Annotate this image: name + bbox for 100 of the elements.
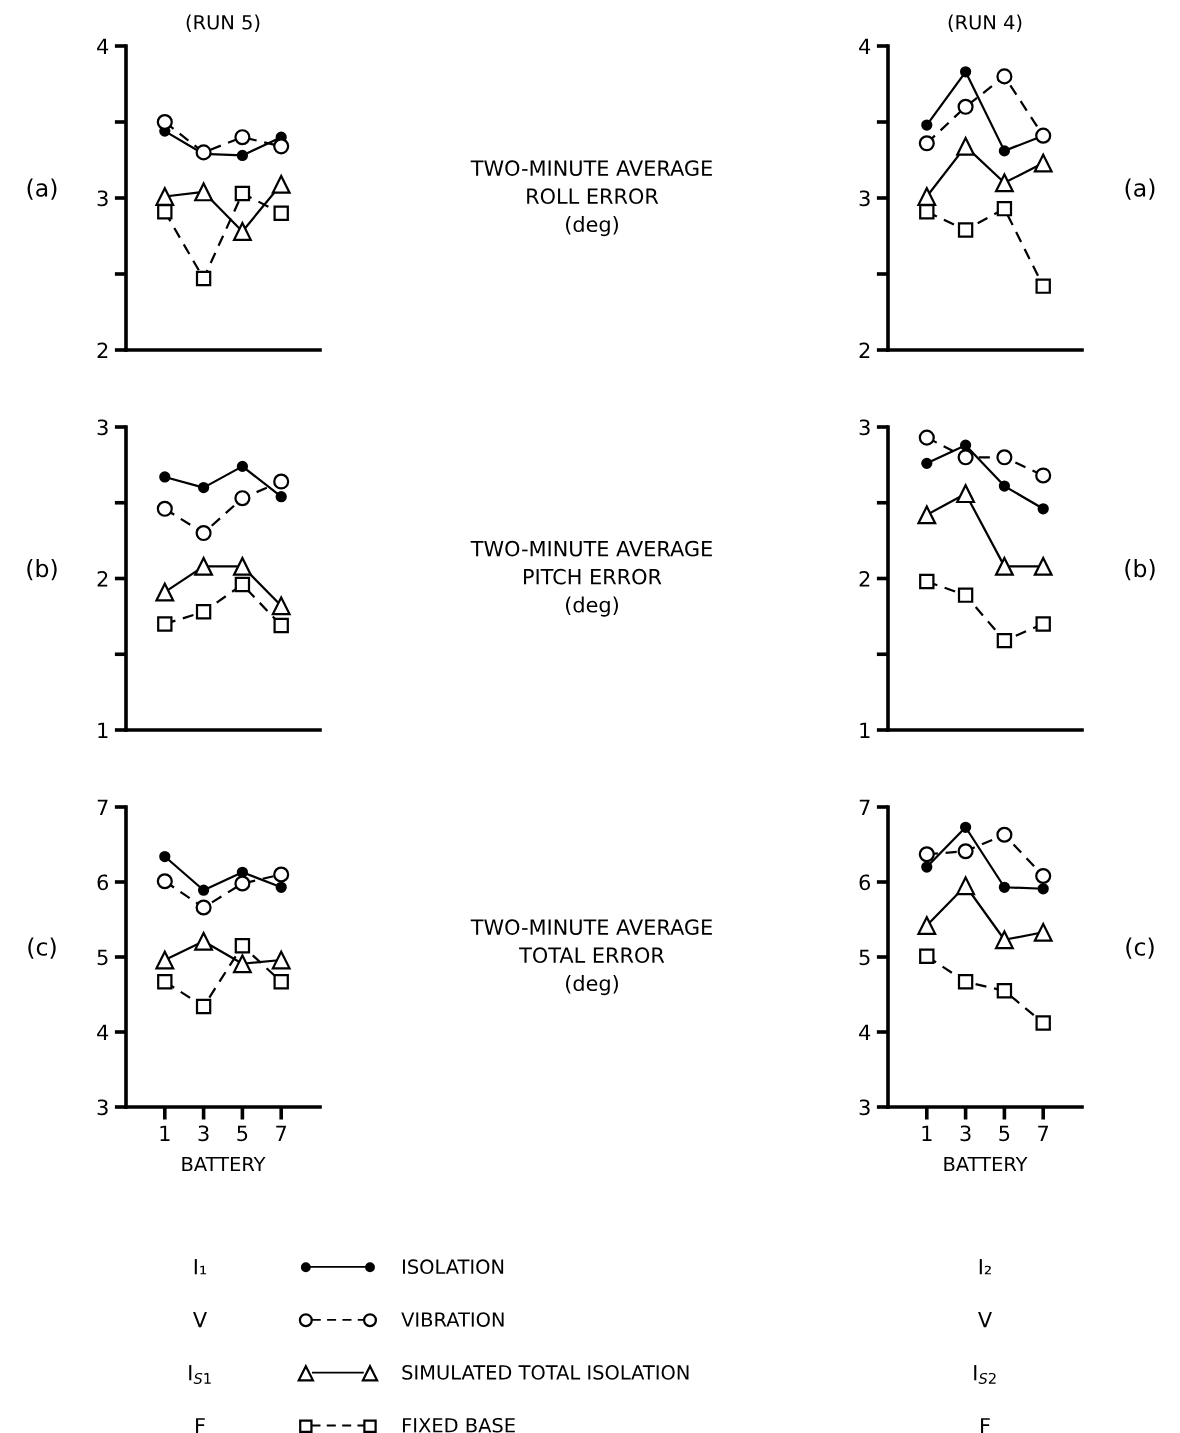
point <box>159 850 171 863</box>
y-tick-label: 5 <box>859 949 870 966</box>
chart-title: (RUN 5) <box>186 14 260 32</box>
y-tick-label: 2 <box>859 570 870 587</box>
point <box>234 129 251 146</box>
point <box>194 931 214 951</box>
y-tick-label: 4 <box>97 1024 109 1040</box>
point <box>998 881 1011 893</box>
text: (c) <box>28 937 56 959</box>
y-tick-label: 1 <box>860 722 870 738</box>
point <box>271 174 291 194</box>
point <box>195 144 212 161</box>
point <box>275 881 287 893</box>
point <box>1035 467 1052 484</box>
y-tick-label: 2 <box>97 342 108 358</box>
point <box>275 491 287 503</box>
point <box>957 449 974 466</box>
legend-label: VIBRATION <box>401 1312 504 1327</box>
y-tick-label: 3 <box>859 419 870 436</box>
point <box>236 149 249 162</box>
point <box>1035 1015 1051 1031</box>
text: I₁ <box>194 1259 207 1275</box>
point <box>921 861 933 873</box>
x-tick-label: 5 <box>237 1125 248 1142</box>
point <box>271 950 291 970</box>
text: (a) <box>1125 178 1155 200</box>
x-tick-label: 5 <box>999 1125 1010 1142</box>
point <box>156 113 173 131</box>
point <box>996 632 1013 649</box>
point <box>956 484 976 504</box>
point <box>157 616 173 632</box>
point <box>271 596 291 616</box>
point <box>234 938 251 954</box>
y-tick-label: 2 <box>859 342 870 358</box>
point <box>156 873 173 890</box>
point <box>234 185 251 202</box>
point <box>1037 883 1049 895</box>
x-axis-title: BATTERY <box>182 1156 266 1172</box>
y-axis-title: TWO-MINUTE AVERAGE PITCH ERROR (deg) <box>470 540 712 617</box>
point <box>155 950 175 970</box>
point <box>956 136 976 156</box>
point <box>921 457 933 469</box>
x-tick-label: 7 <box>1038 1125 1049 1141</box>
point <box>996 200 1013 217</box>
point <box>195 270 212 287</box>
x-tick-label: 3 <box>960 1125 971 1142</box>
y-tick-label: 3 <box>97 419 108 436</box>
point <box>918 846 935 863</box>
point <box>197 481 210 494</box>
y-axis-title: TWO-MINUTE AVERAGE ROLL ERROR (deg) <box>470 160 712 237</box>
point <box>232 954 252 974</box>
point <box>234 490 251 507</box>
point <box>957 843 974 860</box>
y-axis-title: TWO-MINUTE AVERAGE TOTAL ERROR (deg) <box>470 919 712 996</box>
point <box>197 884 210 896</box>
point <box>273 205 289 221</box>
point <box>959 439 972 451</box>
x-tick-label: 7 <box>276 1125 287 1141</box>
y-tick-label: 4 <box>97 38 109 54</box>
text: I$_{S1}$ <box>189 1365 211 1384</box>
point <box>957 587 974 603</box>
text: (b) <box>27 559 57 581</box>
point <box>959 66 972 78</box>
text: F <box>981 1418 990 1433</box>
x-axis-title: BATTERY <box>944 1156 1028 1172</box>
text: I$_{S2}$ <box>974 1365 996 1384</box>
point <box>917 505 937 525</box>
legend-label: ISOLATION <box>403 1259 504 1275</box>
point <box>996 983 1013 999</box>
point <box>957 98 974 115</box>
text: V <box>978 1312 992 1328</box>
y-tick-label: 4 <box>859 38 871 54</box>
legend-label: FIXED BASE <box>403 1417 515 1433</box>
point <box>236 866 249 878</box>
point <box>1035 616 1051 632</box>
point <box>232 222 252 241</box>
point <box>1035 867 1052 885</box>
point <box>996 826 1013 843</box>
point <box>996 68 1013 85</box>
point <box>959 821 972 833</box>
point <box>234 875 251 892</box>
point <box>919 573 935 590</box>
y-tick-label: 3 <box>97 1099 108 1116</box>
point <box>956 876 976 896</box>
y-tick-label: 7 <box>97 799 108 815</box>
point <box>1033 922 1053 942</box>
point <box>919 948 935 964</box>
point <box>957 222 974 238</box>
point <box>273 138 290 155</box>
point <box>998 480 1011 492</box>
y-tick-label: 2 <box>97 570 108 587</box>
y-tick-label: 6 <box>859 874 871 891</box>
y-tick-label: 5 <box>97 949 108 966</box>
text: (b) <box>1125 559 1155 581</box>
x-tick-label: 1 <box>922 1125 932 1141</box>
point <box>273 473 290 490</box>
point <box>157 974 173 990</box>
point <box>1037 503 1049 515</box>
point <box>994 556 1014 576</box>
text: V <box>193 1312 207 1328</box>
